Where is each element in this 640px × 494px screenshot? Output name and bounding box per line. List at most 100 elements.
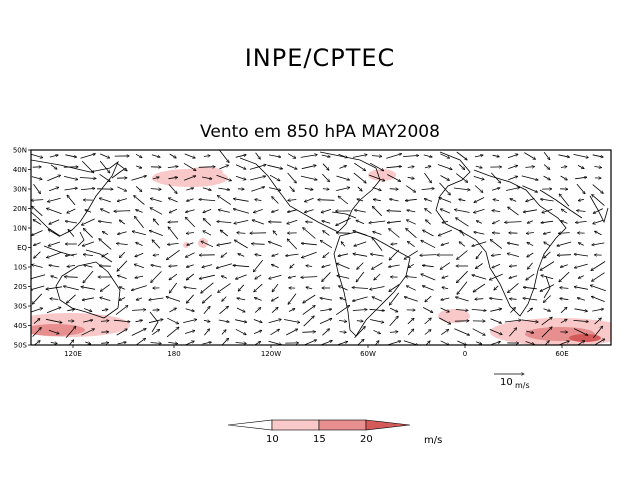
wind-vector — [50, 299, 59, 300]
wind-vector — [167, 243, 179, 244]
lon-label: 180 — [167, 350, 180, 358]
wind-vector — [304, 188, 313, 189]
wind-vector — [151, 271, 162, 282]
wind-vector — [100, 209, 110, 214]
lat-label: 30S — [14, 303, 28, 311]
wind-vector — [523, 209, 537, 212]
latitude-axis: 50N 40N 30N 20N 10N EQ 10S 20S 30S 40S 50S — [13, 147, 31, 350]
wind-vector — [559, 271, 570, 282]
wind-vector — [254, 298, 262, 301]
wind-vector — [372, 237, 383, 251]
wind-vector — [135, 153, 142, 157]
wind-vector — [476, 341, 482, 344]
wind-vector — [407, 167, 414, 168]
wind-vector — [507, 243, 519, 246]
wind-vector — [489, 273, 503, 280]
wind-vector — [82, 241, 95, 246]
wind-vector — [203, 156, 210, 157]
wind-vector — [203, 209, 212, 212]
wind-vector — [492, 233, 500, 234]
wind-vector — [150, 198, 162, 202]
wind-vector — [65, 221, 77, 224]
wind-vector — [472, 275, 487, 280]
wind-vector — [31, 176, 42, 180]
wind-vector — [560, 264, 568, 268]
wind-vector — [186, 294, 195, 303]
wind-vector — [423, 230, 434, 237]
wind-vector — [136, 297, 143, 300]
wind-vector — [249, 165, 266, 170]
wind-vector — [319, 318, 332, 324]
wind-vector — [131, 285, 147, 291]
wind-vector — [441, 329, 448, 336]
wind-vector — [422, 265, 434, 266]
wind-vector — [185, 209, 195, 213]
wind-vector — [255, 274, 262, 279]
wind-vector — [116, 329, 128, 336]
wind-vector — [574, 263, 588, 268]
wind-vector — [301, 165, 316, 170]
wind-vector — [492, 210, 501, 211]
wind-vector — [79, 178, 96, 179]
wind-vector — [254, 307, 261, 313]
wind-vector — [117, 342, 127, 345]
wind-vector — [592, 184, 604, 194]
wind-vector — [135, 165, 142, 168]
wind-vector — [199, 274, 215, 279]
wind-vector — [561, 221, 568, 224]
wind-vector — [150, 343, 162, 344]
wind-vector — [592, 272, 605, 282]
wind-vector — [560, 167, 567, 168]
wind-vector — [169, 266, 178, 267]
wind-vector — [134, 195, 145, 205]
wind-vector — [455, 173, 468, 183]
wind-vector — [386, 341, 401, 345]
wind-vector — [576, 183, 585, 194]
wind-vector — [490, 318, 502, 324]
wind-vector — [406, 228, 417, 239]
wind-vector — [237, 233, 246, 234]
wind-vector — [287, 209, 297, 212]
wind-vector — [457, 250, 468, 260]
wind-vector — [541, 275, 554, 280]
wind-vector — [304, 197, 314, 202]
wind-vector — [150, 208, 163, 215]
wind-vector — [558, 341, 570, 345]
wind-vector — [373, 199, 381, 200]
wind-vector — [526, 233, 534, 234]
wind-vector — [48, 241, 61, 246]
wind-vector — [508, 282, 519, 292]
wind-vector — [119, 297, 126, 301]
wind-vector — [184, 153, 196, 158]
wind-vector — [494, 285, 499, 290]
wind-vector — [321, 209, 332, 212]
wind-vector — [321, 154, 330, 157]
wind-vector — [68, 229, 75, 237]
wind-vector — [83, 320, 93, 323]
wind-vector — [288, 200, 297, 201]
wind-vector — [543, 164, 550, 170]
wind-vector — [46, 208, 62, 215]
wind-vector — [543, 295, 551, 303]
wind-vector — [267, 164, 282, 169]
wind-vector — [166, 249, 180, 260]
wind-vector — [352, 155, 367, 158]
wind-vector — [320, 298, 333, 301]
wind-vector — [386, 154, 401, 159]
wind-vector — [222, 296, 227, 302]
wind-vector — [510, 307, 516, 313]
lon-label: 0 — [463, 350, 467, 358]
wind-vector — [421, 240, 436, 249]
reference-vector: 10 m/s — [494, 374, 530, 390]
wind-vector — [474, 185, 483, 193]
wind-vector — [83, 308, 92, 312]
wind-vector — [255, 152, 261, 159]
wind-vector — [233, 209, 250, 214]
wind-vector — [63, 286, 79, 291]
wind-vector — [152, 329, 159, 336]
wind-vector — [456, 218, 469, 227]
wind-vector — [271, 209, 279, 213]
wind-vector — [217, 242, 232, 246]
wind-vector — [168, 198, 178, 203]
wind-vector — [235, 343, 247, 344]
